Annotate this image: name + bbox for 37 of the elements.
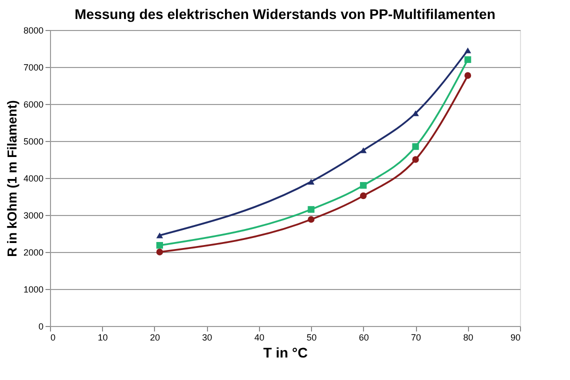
y-tick-label: 8000 (23, 26, 44, 36)
point (308, 206, 314, 213)
y-tick-label: 2000 (23, 248, 44, 258)
x-tick-label: 60 (358, 332, 369, 342)
y-tick-label: 7000 (23, 62, 44, 72)
x-tick-label: 90 (510, 332, 520, 342)
x-tick-label: 10 (98, 332, 108, 342)
x-tick-label: 20 (150, 332, 160, 342)
point (412, 110, 419, 116)
point (464, 56, 472, 63)
x-axis-title: T in °C (263, 344, 308, 360)
point (360, 147, 367, 154)
chart-title: Messung des elektrischen Widerstands von PP-Multifilamenten (74, 6, 496, 22)
x-tick-label: 40 (254, 332, 264, 342)
y-tick-label: 6000 (23, 100, 44, 110)
point (412, 143, 419, 150)
x-tick-label: 30 (202, 332, 212, 342)
point (156, 232, 164, 238)
point (412, 156, 419, 163)
point (156, 248, 164, 256)
point (464, 72, 472, 79)
point (156, 242, 164, 249)
x-tick-label: 80 (463, 332, 474, 342)
y-tick-label: 0 (38, 322, 44, 332)
y-tick-label: 3000 (23, 210, 44, 220)
y-axis-title: R in kOhm (1 m Filament) (4, 100, 20, 257)
point (308, 216, 314, 223)
y-tick-label: 4000 (23, 174, 44, 184)
x-tick-label: 70 (411, 332, 422, 342)
point (360, 192, 367, 200)
y-tick-label: 1000 (23, 284, 44, 294)
x-tick-label: 50 (306, 332, 317, 342)
x-tick-label: 0 (50, 332, 56, 342)
y-tick-label: 5000 (23, 136, 44, 146)
point (464, 47, 472, 54)
point (360, 182, 367, 189)
point (308, 178, 314, 185)
